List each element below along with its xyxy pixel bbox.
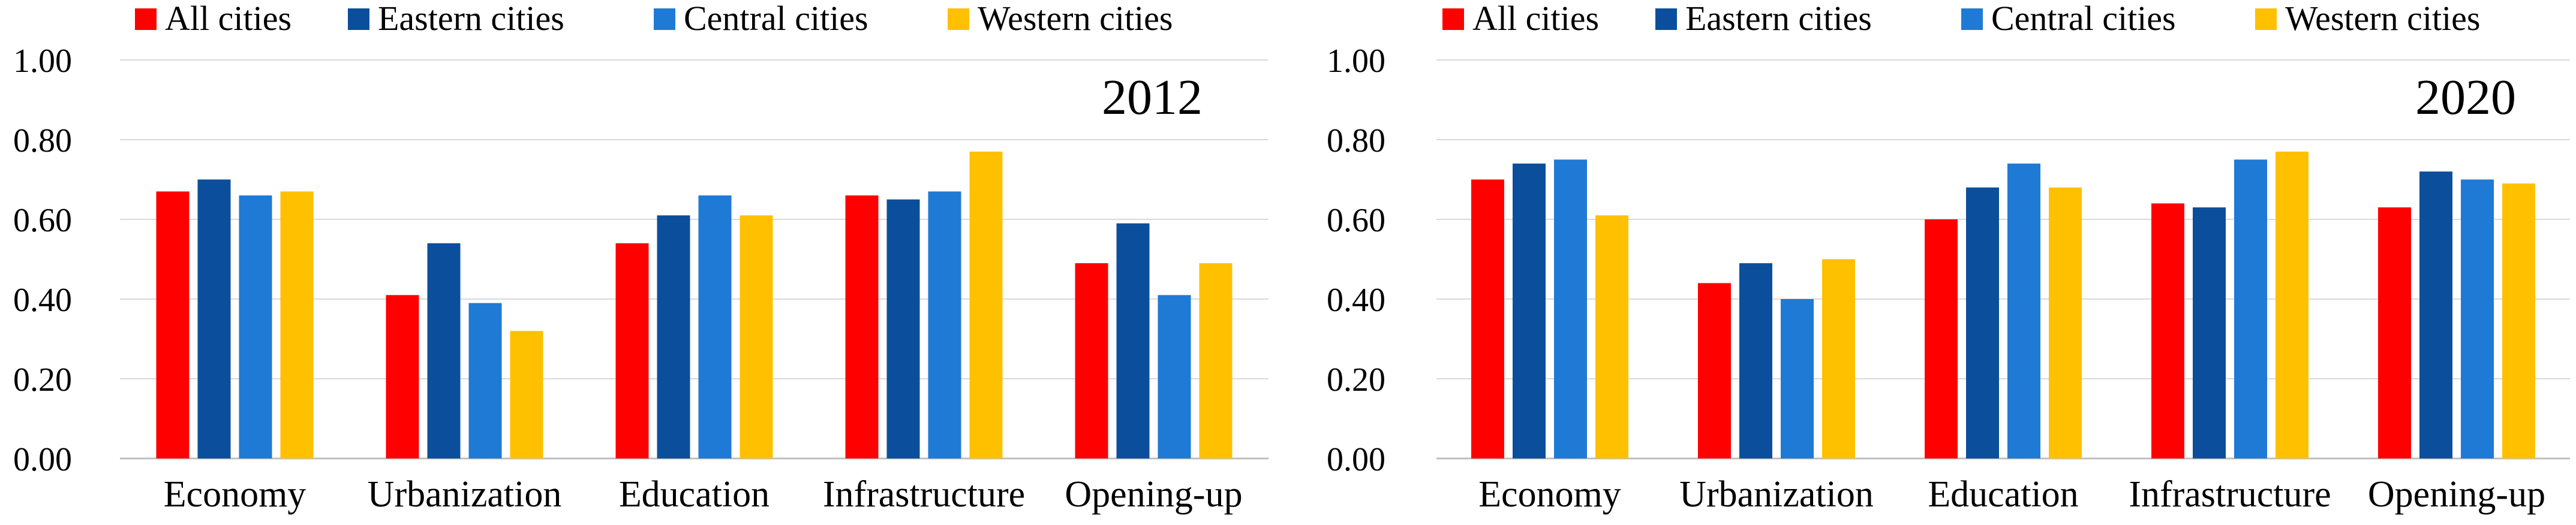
y-tick-label: 0.00 xyxy=(13,441,72,478)
x-category-label: Economy xyxy=(1478,474,1621,515)
bar-eastern-cities-education xyxy=(657,215,690,458)
legend-label: Western cities xyxy=(978,0,1173,38)
x-category-label: Education xyxy=(1928,474,2078,515)
legend-swatch xyxy=(348,8,369,30)
bar-western-cities-education xyxy=(740,215,773,458)
bar-all-cities-infrastructure xyxy=(845,195,879,458)
x-category-label: Opening-up xyxy=(2368,474,2545,515)
y-tick-label: 0.20 xyxy=(13,361,72,399)
bar-central-cities-infrastructure xyxy=(928,191,961,458)
bar-eastern-cities-economy xyxy=(197,179,231,458)
bar-all-cities-education xyxy=(615,243,649,458)
legend-label: All cities xyxy=(1472,0,1599,38)
legend-swatch xyxy=(2255,8,2277,30)
legend-item-all-cities: All cities xyxy=(1442,0,1599,38)
y-tick-label: 0.40 xyxy=(1327,282,1385,319)
bar-western-cities-economy xyxy=(1595,215,1628,458)
chart-title-year: 2012 xyxy=(1102,70,1203,125)
bar-central-cities-opening-up xyxy=(1158,295,1191,458)
bar-central-cities-economy xyxy=(1554,159,1587,458)
legend-item-eastern-cities: Eastern cities xyxy=(1655,0,1872,38)
y-tick-label: 0.80 xyxy=(13,122,72,159)
bar-all-cities-opening-up xyxy=(1075,263,1108,458)
legend-swatch xyxy=(948,8,969,30)
x-category-label: Infrastructure xyxy=(823,474,1025,515)
legend-item-central-cities: Central cities xyxy=(654,0,868,38)
legend-label: Central cities xyxy=(1991,0,2176,38)
y-tick-label: 0.40 xyxy=(13,282,72,319)
bar-western-cities-education xyxy=(2049,187,2082,458)
bar-eastern-cities-opening-up xyxy=(2419,171,2452,458)
x-category-label: Infrastructure xyxy=(2129,474,2331,515)
bar-central-cities-opening-up xyxy=(2461,179,2494,458)
legend-swatch xyxy=(1655,8,1677,30)
x-category-label: Urbanization xyxy=(368,474,562,515)
x-category-label: Education xyxy=(619,474,770,515)
bar-eastern-cities-education xyxy=(1966,187,1999,458)
legend-label: Western cities xyxy=(2285,0,2481,38)
bar-central-cities-infrastructure xyxy=(2234,159,2267,458)
y-tick-label: 0.20 xyxy=(1327,361,1385,399)
chart-panel-2012: 0.00 0.20 0.40 0.60 0.80 1.00 Economy Urbanizat… xyxy=(13,0,1269,515)
x-category-label: Economy xyxy=(164,474,306,515)
bar-western-cities-economy xyxy=(280,191,314,458)
legend-item-all-cities: All cities xyxy=(135,0,291,38)
chart-title-year: 2020 xyxy=(2415,70,2516,125)
bar-all-cities-economy xyxy=(1471,179,1504,458)
x-category-label: Urbanization xyxy=(1679,474,1874,515)
legend-item-western-cities: Western cities xyxy=(948,0,1173,38)
bar-central-cities-economy xyxy=(239,195,272,458)
legend-label: All cities xyxy=(165,0,291,38)
bar-central-cities-education xyxy=(2007,163,2040,458)
bar-eastern-cities-economy xyxy=(1513,163,1546,458)
legend-item-eastern-cities: Eastern cities xyxy=(348,0,564,38)
legend-item-western-cities: Western cities xyxy=(2255,0,2481,38)
legend-label: Eastern cities xyxy=(1685,0,1872,38)
bar-all-cities-infrastructure xyxy=(2151,203,2184,458)
bar-western-cities-infrastructure xyxy=(969,151,1003,458)
bar-eastern-cities-infrastructure xyxy=(886,199,920,458)
bar-all-cities-economy xyxy=(156,191,190,458)
y-tick-label: 0.00 xyxy=(1327,441,1385,478)
bar-western-cities-opening-up xyxy=(1199,263,1233,458)
legend-label: Eastern cities xyxy=(378,0,564,38)
bar-western-cities-opening-up xyxy=(2502,183,2535,458)
legend-swatch xyxy=(654,8,675,30)
bar-all-cities-education xyxy=(1925,219,1958,458)
bar-central-cities-urbanization xyxy=(468,303,502,458)
legend-swatch xyxy=(1442,8,1464,30)
bar-western-cities-urbanization xyxy=(1822,259,1855,458)
bar-all-cities-urbanization xyxy=(386,295,419,458)
bar-eastern-cities-opening-up xyxy=(1116,223,1150,458)
y-tick-label: 0.80 xyxy=(1327,122,1385,159)
bar-western-cities-infrastructure xyxy=(2276,151,2309,458)
bar-central-cities-education xyxy=(698,195,732,458)
legend-swatch xyxy=(1961,8,1983,30)
y-tick-label: 0.60 xyxy=(1327,202,1385,239)
bar-western-cities-urbanization xyxy=(510,331,543,458)
bar-eastern-cities-urbanization xyxy=(1739,263,1772,458)
chart-panel-2020: 0.00 0.20 0.40 0.60 0.80 1.00 Economy Urbanizat… xyxy=(1327,0,2570,515)
bar-all-cities-opening-up xyxy=(2378,207,2411,458)
bar-all-cities-urbanization xyxy=(1698,283,1731,458)
bar-eastern-cities-urbanization xyxy=(427,243,461,458)
legend-swatch xyxy=(135,8,157,30)
legend-label: Central cities xyxy=(684,0,868,38)
y-tick-label: 0.60 xyxy=(13,202,72,239)
bar-eastern-cities-infrastructure xyxy=(2193,207,2226,458)
y-tick-label: 1.00 xyxy=(1327,43,1385,80)
x-category-label: Opening-up xyxy=(1065,474,1242,515)
bar-central-cities-urbanization xyxy=(1781,299,1814,458)
legend-item-central-cities: Central cities xyxy=(1961,0,2176,38)
y-tick-label: 1.00 xyxy=(13,43,72,80)
